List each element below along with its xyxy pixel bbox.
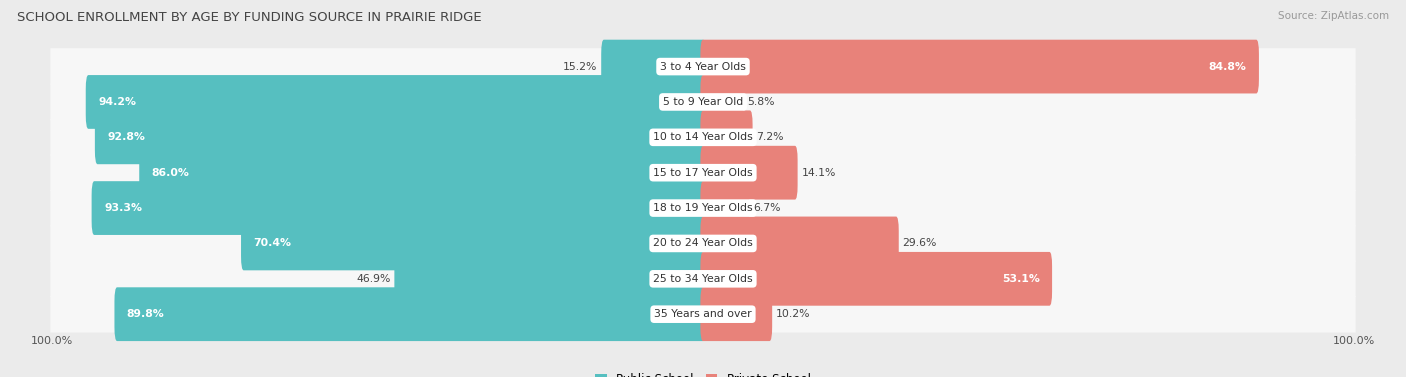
FancyBboxPatch shape — [51, 84, 1355, 120]
Text: 15 to 17 Year Olds: 15 to 17 Year Olds — [654, 168, 752, 178]
Text: 18 to 19 Year Olds: 18 to 19 Year Olds — [654, 203, 752, 213]
Text: 5.8%: 5.8% — [748, 97, 775, 107]
FancyBboxPatch shape — [700, 146, 797, 199]
FancyBboxPatch shape — [240, 216, 706, 270]
Text: 46.9%: 46.9% — [356, 274, 391, 284]
Text: 14.1%: 14.1% — [801, 168, 837, 178]
FancyBboxPatch shape — [700, 216, 898, 270]
Text: 70.4%: 70.4% — [253, 238, 291, 248]
Text: 100.0%: 100.0% — [31, 336, 73, 346]
Text: 84.8%: 84.8% — [1209, 61, 1247, 72]
FancyBboxPatch shape — [602, 40, 706, 93]
FancyBboxPatch shape — [51, 119, 1355, 156]
Text: 86.0%: 86.0% — [152, 168, 190, 178]
Text: 7.2%: 7.2% — [756, 132, 785, 143]
FancyBboxPatch shape — [51, 261, 1355, 297]
FancyBboxPatch shape — [700, 181, 749, 235]
FancyBboxPatch shape — [700, 75, 744, 129]
Text: 100.0%: 100.0% — [1333, 336, 1375, 346]
FancyBboxPatch shape — [51, 190, 1355, 227]
Text: 10 to 14 Year Olds: 10 to 14 Year Olds — [654, 132, 752, 143]
FancyBboxPatch shape — [114, 287, 706, 341]
Text: Source: ZipAtlas.com: Source: ZipAtlas.com — [1278, 11, 1389, 21]
FancyBboxPatch shape — [700, 40, 1258, 93]
FancyBboxPatch shape — [700, 252, 1052, 306]
FancyBboxPatch shape — [51, 154, 1355, 191]
FancyBboxPatch shape — [394, 252, 706, 306]
Text: 6.7%: 6.7% — [754, 203, 780, 213]
FancyBboxPatch shape — [139, 146, 706, 199]
FancyBboxPatch shape — [51, 225, 1355, 262]
FancyBboxPatch shape — [51, 296, 1355, 333]
FancyBboxPatch shape — [700, 287, 772, 341]
Text: 3 to 4 Year Olds: 3 to 4 Year Olds — [659, 61, 747, 72]
Text: 10.2%: 10.2% — [776, 309, 811, 319]
Text: 94.2%: 94.2% — [98, 97, 136, 107]
Text: 15.2%: 15.2% — [562, 61, 598, 72]
Text: SCHOOL ENROLLMENT BY AGE BY FUNDING SOURCE IN PRAIRIE RIDGE: SCHOOL ENROLLMENT BY AGE BY FUNDING SOUR… — [17, 11, 481, 24]
Legend: Public School, Private School: Public School, Private School — [591, 368, 815, 377]
FancyBboxPatch shape — [51, 48, 1355, 85]
Text: 53.1%: 53.1% — [1002, 274, 1039, 284]
Text: 35 Years and over: 35 Years and over — [654, 309, 752, 319]
FancyBboxPatch shape — [86, 75, 706, 129]
Text: 89.8%: 89.8% — [127, 309, 165, 319]
Text: 92.8%: 92.8% — [107, 132, 145, 143]
Text: 25 to 34 Year Olds: 25 to 34 Year Olds — [654, 274, 752, 284]
Text: 93.3%: 93.3% — [104, 203, 142, 213]
Text: 5 to 9 Year Old: 5 to 9 Year Old — [662, 97, 744, 107]
Text: 20 to 24 Year Olds: 20 to 24 Year Olds — [654, 238, 752, 248]
FancyBboxPatch shape — [700, 110, 752, 164]
FancyBboxPatch shape — [94, 110, 706, 164]
FancyBboxPatch shape — [91, 181, 706, 235]
Text: 29.6%: 29.6% — [903, 238, 936, 248]
